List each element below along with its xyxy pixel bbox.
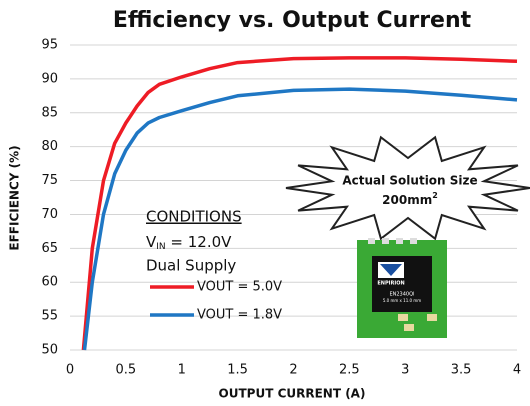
y-tick-label: 55 bbox=[41, 309, 58, 324]
chip-part: EN2340QI bbox=[389, 292, 414, 298]
component bbox=[404, 324, 414, 331]
conditions: CONDITIONS VIN = 12.0V Dual Supply bbox=[146, 208, 242, 275]
y-tick-label: 60 bbox=[41, 275, 58, 290]
annotation-group: Actual Solution Size 200mm2 ENPIRION EN2… bbox=[286, 137, 530, 338]
x-tick-label: 3.5 bbox=[451, 363, 472, 378]
chip-brand: ENPIRION bbox=[377, 281, 404, 287]
component bbox=[398, 314, 408, 321]
x-tick-label: 2.5 bbox=[339, 363, 360, 378]
y-tick-label: 75 bbox=[41, 173, 58, 188]
x-tick-label: 1 bbox=[178, 363, 186, 378]
area-superscript: 2 bbox=[432, 191, 438, 200]
pad bbox=[410, 238, 417, 244]
y-tick-label: 70 bbox=[41, 207, 58, 222]
vin-subscript: IN bbox=[156, 242, 165, 252]
x-tick-label: 3 bbox=[401, 363, 409, 378]
y-tick-label: 65 bbox=[41, 241, 58, 256]
page: {"chart_data": { "type": "line", "title"… bbox=[0, 0, 530, 406]
y-tick-label: 50 bbox=[41, 343, 58, 358]
starburst bbox=[286, 137, 530, 238]
y-tick-label: 80 bbox=[41, 139, 58, 154]
chart-title: Efficiency vs. Output Current bbox=[113, 8, 472, 33]
pad bbox=[382, 238, 389, 244]
conditions-vin: VIN = 12.0V bbox=[146, 233, 232, 252]
area-value: 200mm bbox=[382, 193, 432, 207]
annotation-area: 200mm2 bbox=[382, 191, 438, 207]
chip-size: 5.0 mm x 11.0 mm bbox=[383, 298, 421, 303]
legend-label: VOUT = 5.0V bbox=[197, 280, 282, 295]
conditions-heading: CONDITIONS bbox=[146, 208, 242, 226]
x-tick-label: 0 bbox=[66, 363, 74, 378]
y-tick-label: 90 bbox=[41, 71, 58, 86]
conditions-supply: Dual Supply bbox=[146, 257, 236, 275]
legend: VOUT = 5.0V VOUT = 1.8V bbox=[150, 280, 282, 323]
chart: Efficiency vs. Output Current OUTPUT CUR… bbox=[0, 0, 530, 406]
annotation-text: Actual Solution Size bbox=[342, 174, 477, 188]
x-tick-label: 4 bbox=[513, 363, 521, 378]
component bbox=[427, 314, 437, 321]
vin-text: = 12.0V bbox=[166, 233, 233, 251]
x-tick-label: 1.5 bbox=[227, 363, 248, 378]
x-tick-label: 0.5 bbox=[116, 363, 137, 378]
y-axis-label: EFFICIENCY (%) bbox=[8, 145, 22, 250]
legend-label: VOUT = 1.8V bbox=[197, 308, 282, 323]
y-tick-label: 85 bbox=[41, 105, 58, 120]
pad bbox=[396, 238, 403, 244]
x-tick-label: 2 bbox=[289, 363, 297, 378]
y-tick-label: 95 bbox=[41, 38, 58, 53]
pad bbox=[368, 238, 375, 244]
x-axis-label: OUTPUT CURRENT (A) bbox=[219, 387, 366, 401]
